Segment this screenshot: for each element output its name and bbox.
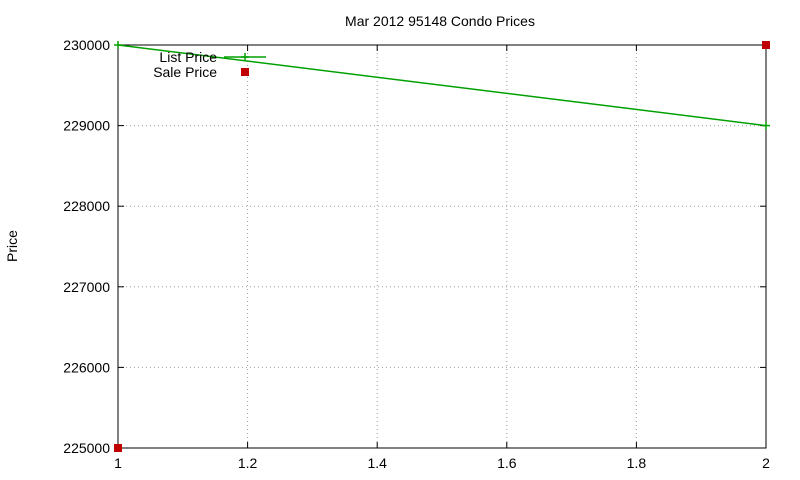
y-tick-label: 229000 [63,118,110,134]
y-tick-label: 230000 [63,37,110,53]
x-tick-label: 1.8 [627,455,647,471]
legend-label-list-price: List Price [159,49,217,65]
legend-label-sale-price: Sale Price [153,64,217,80]
x-tick-label: 1.2 [238,455,258,471]
list-price-point [114,41,122,49]
y-tick-label: 227000 [63,279,110,295]
x-tick-label: 1.4 [367,455,387,471]
sale-price-point [762,41,770,49]
grid-layer [118,45,766,448]
y-tick-label: 225000 [63,440,110,456]
sale-price-point [114,444,122,452]
y-tick-label: 226000 [63,359,110,375]
x-tick-label: 1 [114,455,122,471]
chart-title: Mar 2012 95148 Condo Prices [345,13,535,29]
legend-marker-list-price [241,53,249,61]
y-tick-label: 228000 [63,198,110,214]
legend: List Price Sale Price [153,49,266,80]
ticks-layer: 1 1.2 1.4 1.6 1.8 2 225000 226000 227000 228000 22… [63,37,770,471]
plot-frame [117,44,767,449]
legend-marker-sale-price [241,68,249,76]
x-tick-label: 1.6 [497,455,517,471]
data-layer [114,41,770,452]
list-price-point [762,121,770,130]
x-tick-label: 2 [762,455,770,471]
list-price-line [117,44,767,127]
y-axis-label: Price [4,230,20,262]
